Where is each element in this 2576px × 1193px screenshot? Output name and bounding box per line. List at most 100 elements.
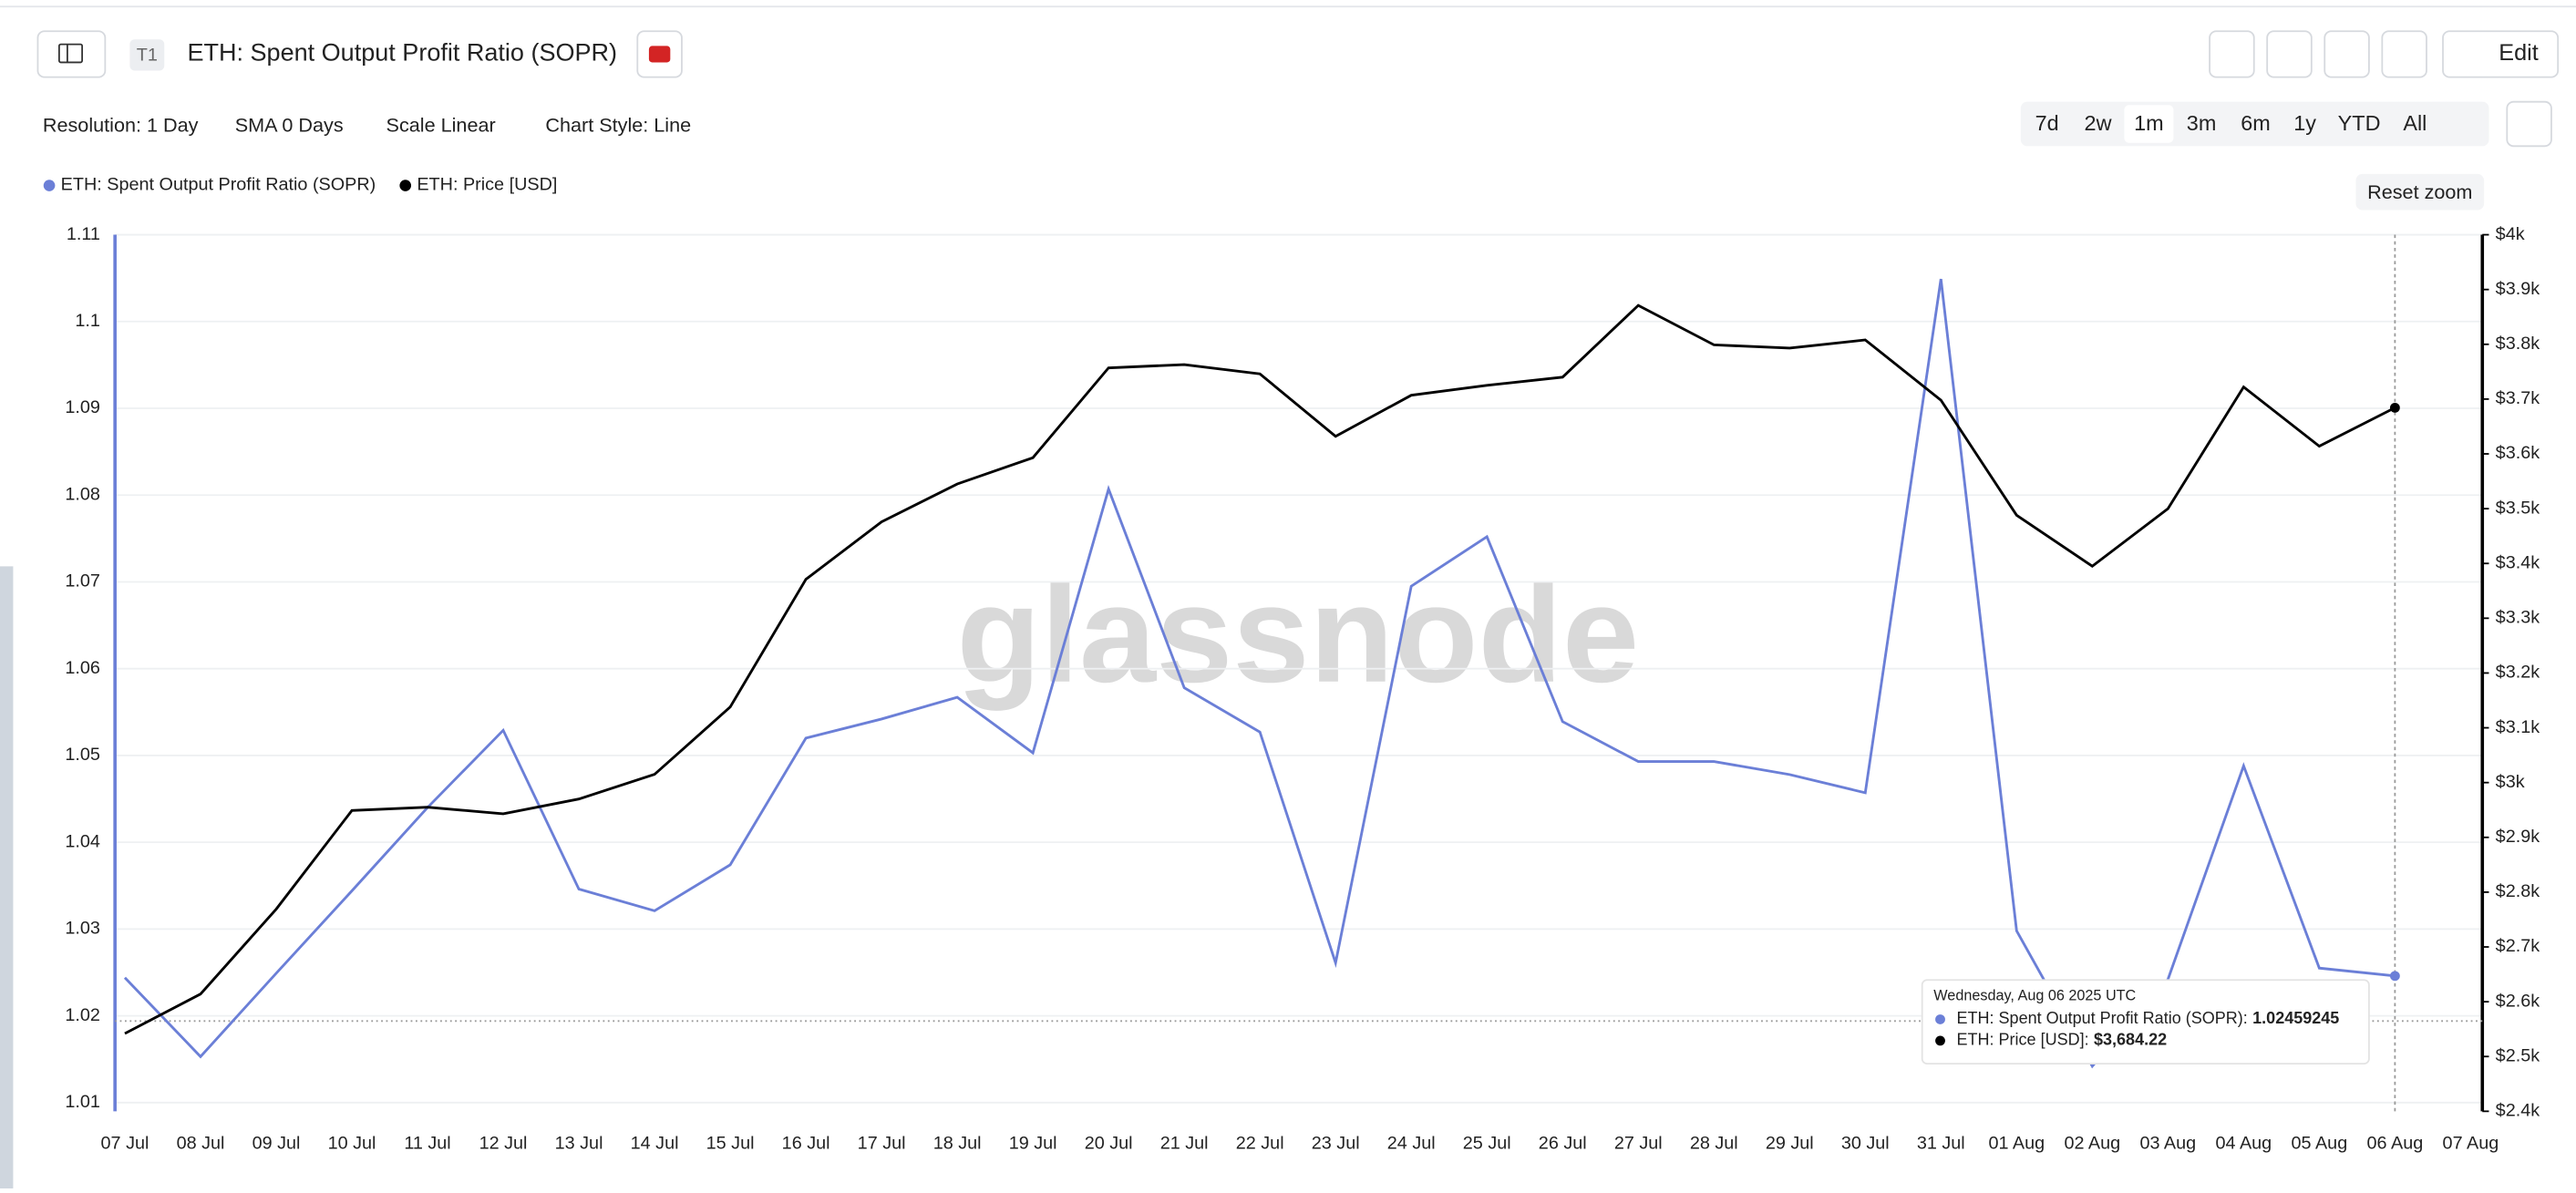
- tooltip-label: ETH: Price [USD]:: [1957, 1031, 2089, 1049]
- x-tick-label: 17 Jul: [858, 1134, 906, 1154]
- copy-button[interactable]: [2381, 30, 2427, 78]
- calendar-button[interactable]: [2506, 100, 2552, 148]
- x-tick-label: 22 Jul: [1236, 1134, 1284, 1154]
- x-tick-label: 23 Jul: [1312, 1134, 1360, 1154]
- star-button[interactable]: [2209, 30, 2255, 78]
- y2-tick-label: $3.7k: [2496, 388, 2540, 408]
- range-button[interactable]: 1m: [2134, 111, 2164, 135]
- watermark: glassnode: [956, 558, 1639, 712]
- y-tick-label: 1.11: [67, 224, 100, 244]
- scale-dropdown[interactable]: Scale Linear: [386, 113, 496, 136]
- range-button[interactable]: 6m: [2241, 111, 2271, 135]
- sma-dropdown[interactable]: SMA 0 Days: [235, 113, 344, 136]
- range-button[interactable]: 1y: [2293, 111, 2316, 135]
- x-tick-label: 25 Jul: [1463, 1134, 1511, 1154]
- y2-tick-label: $4k: [2496, 224, 2525, 244]
- x-tick-label: 05 Aug: [2292, 1134, 2348, 1154]
- x-tick-label: 12 Jul: [479, 1134, 528, 1154]
- tooltip-value: 1.02459245: [2252, 1009, 2339, 1027]
- y2-tick-label: $3.1k: [2496, 717, 2540, 737]
- legend-label: ETH: Price [USD]: [417, 175, 557, 195]
- x-tick-label: 02 Aug: [2064, 1134, 2120, 1154]
- reset-zoom[interactable]: Reset zoom: [2367, 180, 2472, 203]
- y-tick-label: 1.09: [65, 397, 100, 417]
- y2-tick-label: $2.5k: [2496, 1045, 2540, 1065]
- x-tick-label: 13 Jul: [555, 1134, 603, 1154]
- range-selected: [2124, 105, 2174, 143]
- y-tick-label: 1.03: [65, 919, 100, 939]
- x-tick-label: 03 Aug: [2140, 1134, 2197, 1154]
- legend-marker: [43, 180, 56, 191]
- x-tick-label: 18 Jul: [933, 1134, 982, 1154]
- tooltip-date: Wednesday, Aug 06 2025 UTC: [1933, 988, 2136, 1004]
- y-tick-label: 1.06: [65, 658, 100, 678]
- x-tick-label: 10 Jul: [328, 1134, 376, 1154]
- x-tick-label: 07 Aug: [2443, 1134, 2499, 1154]
- legend-label: ETH: Spent Output Profit Ratio (SOPR): [61, 175, 376, 195]
- range-button[interactable]: 3m: [2187, 111, 2217, 135]
- y-tick-label: 1.08: [65, 484, 100, 504]
- x-tick-label: 16 Jul: [782, 1134, 830, 1154]
- series-line: [124, 303, 2396, 1035]
- range-button[interactable]: 2w: [2085, 111, 2112, 135]
- tooltip-value: $3,684.22: [2094, 1031, 2167, 1049]
- share-button[interactable]: [2324, 30, 2370, 78]
- hover-point: [2389, 402, 2400, 413]
- y-tick-label: 1.05: [65, 745, 100, 765]
- sidebar-icon: [57, 43, 84, 64]
- x-tick-label: 27 Jul: [1614, 1134, 1663, 1154]
- y2-tick-label: $3.2k: [2496, 663, 2540, 683]
- x-tick-label: 29 Jul: [1766, 1134, 1814, 1154]
- x-tick-label: 14 Jul: [631, 1134, 679, 1154]
- tooltip-label: ETH: Spent Output Profit Ratio (SOPR):: [1957, 1009, 2248, 1027]
- range-button[interactable]: All: [2403, 111, 2427, 135]
- edit-button[interactable]: [2442, 30, 2560, 78]
- x-tick-label: 09 Jul: [252, 1134, 301, 1154]
- tooltip-marker: [1935, 1035, 1945, 1046]
- reset-zoom-bg[interactable]: [2355, 173, 2485, 211]
- style-dropdown[interactable]: Chart Style: Line: [545, 113, 691, 136]
- tooltip-box: [1921, 979, 2370, 1065]
- badge-bg: [129, 39, 165, 71]
- badge: T1: [137, 45, 158, 65]
- y-tick-label: 1.07: [65, 571, 100, 591]
- y2-tick-label: $3.3k: [2496, 608, 2540, 628]
- x-tick-label: 07 Jul: [101, 1134, 149, 1154]
- tooltip: Wednesday, Aug 06 2025 UTC ETH: Spent Out…: [1921, 979, 2370, 1065]
- y2-tick-label: $2.4k: [2496, 1101, 2540, 1121]
- x-tick-label: 24 Jul: [1387, 1134, 1436, 1154]
- y2-tick-label: $3.9k: [2496, 279, 2540, 299]
- y2-tick-label: $3.6k: [2496, 443, 2540, 463]
- hover-point: [2389, 971, 2400, 982]
- y-tick-label: 1.1: [75, 311, 100, 331]
- sidebar-toggle[interactable]: [36, 30, 107, 78]
- x-tick-label: 01 Aug: [1988, 1134, 2045, 1154]
- scrollbar: [0, 566, 14, 1188]
- edit-label: Edit: [2499, 40, 2538, 66]
- y2-tick-label: $3.5k: [2496, 498, 2540, 518]
- video-icon: [648, 46, 671, 63]
- plot: 1.011.021.031.041.051.061.071.081.091.11…: [43, 175, 2540, 1154]
- y2-tick-label: $2.9k: [2496, 827, 2540, 847]
- legend-marker: [399, 180, 412, 191]
- y2-tick-label: $3.4k: [2496, 552, 2540, 572]
- alert-button[interactable]: [2266, 30, 2313, 78]
- resolution-dropdown[interactable]: Resolution: 1 Day: [43, 113, 199, 136]
- range-button[interactable]: YTD: [2338, 111, 2381, 135]
- x-tick-label: 31 Jul: [1917, 1134, 1965, 1154]
- x-tick-label: 26 Jul: [1539, 1134, 1587, 1154]
- y-tick-label: 1.01: [65, 1092, 100, 1112]
- tooltip-marker: [1935, 1014, 1945, 1024]
- x-tick-label: 15 Jul: [706, 1134, 755, 1154]
- range-button[interactable]: 7d: [2035, 111, 2059, 135]
- y2-tick-label: $3.8k: [2496, 334, 2540, 354]
- series-line: [123, 278, 2396, 1069]
- x-tick-label: 30 Jul: [1841, 1134, 1890, 1154]
- x-tick-label: 21 Jul: [1160, 1134, 1209, 1154]
- y2-tick-label: $2.8k: [2496, 881, 2540, 901]
- x-tick-label: 20 Jul: [1085, 1134, 1133, 1154]
- x-tick-label: 08 Jul: [177, 1134, 225, 1154]
